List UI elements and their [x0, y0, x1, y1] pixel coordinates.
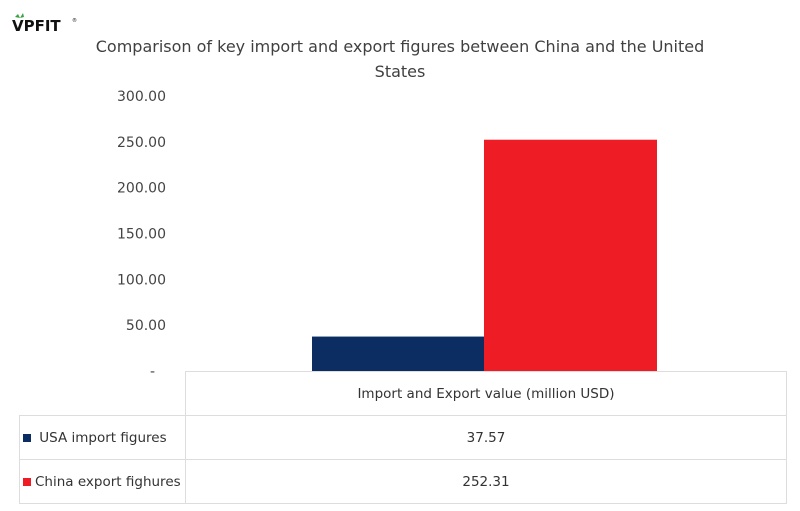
- y-tick-label: 250.00: [117, 135, 166, 151]
- legend-swatch-china: [23, 477, 31, 486]
- x-axis-label: Import and Export value (million USD): [185, 371, 787, 416]
- value-usa: 37.57: [185, 415, 787, 460]
- y-tick-label: 50.00: [126, 318, 166, 334]
- value-china: 252.31: [185, 459, 787, 504]
- legend-usa: USA import figures: [19, 415, 186, 460]
- chart-title: Comparison of key import and export figu…: [95, 37, 705, 81]
- y-tick-label: 100.00: [117, 272, 166, 288]
- bar-0: [312, 336, 485, 371]
- data-table: Import and Export value (million USD) US…: [19, 371, 787, 504]
- svg-text:®: ®: [72, 17, 77, 24]
- y-tick-label: 150.00: [117, 227, 166, 243]
- y-tick-label: 200.00: [117, 181, 166, 197]
- legend-china: China export fighures: [19, 459, 186, 504]
- bar-1: [484, 139, 657, 371]
- table-row: USA import figures 37.57: [19, 415, 787, 460]
- vpfit-logo: VPFIT ®: [12, 13, 77, 34]
- svg-text:VPFIT: VPFIT: [12, 17, 61, 34]
- table-row: China export fighures 252.31: [19, 459, 787, 504]
- y-tick-label: 300.00: [117, 89, 166, 105]
- legend-swatch-usa: [23, 433, 31, 442]
